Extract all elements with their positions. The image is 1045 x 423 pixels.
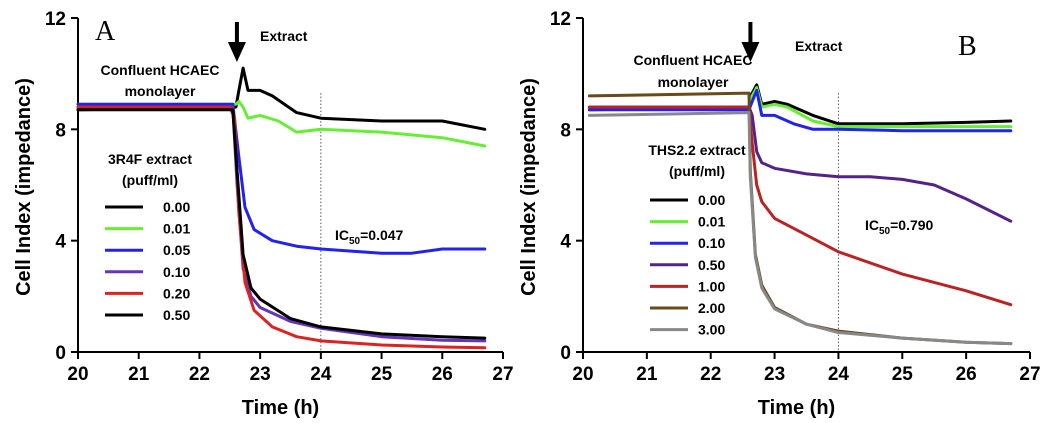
legend-label: 0.10	[698, 235, 725, 251]
y-tick-label: 12	[45, 9, 66, 30]
x-tick-label: 26	[956, 364, 977, 385]
legend-title: 3R4F extract	[108, 151, 192, 167]
series-line-0-10	[76, 105, 487, 343]
series-line-3-00	[587, 111, 1013, 346]
series-line-0-10	[587, 88, 1013, 133]
x-tick-label: 25	[371, 364, 393, 385]
legend-label: 0.20	[163, 285, 190, 301]
monolayer-label: Confluent HCAEC	[634, 52, 753, 68]
monolayer-label: Confluent HCAEC	[101, 62, 220, 78]
y-tick-label: 8	[560, 120, 571, 141]
x-axis-title: Time (h)	[242, 397, 319, 419]
legend-title: THS2.2 extract	[648, 142, 746, 158]
extract-label: Extract	[795, 38, 843, 54]
monolayer-label: monolayer	[658, 74, 729, 90]
y-tick-label: 8	[55, 120, 66, 141]
legend-label: 0.00	[163, 199, 190, 215]
monolayer-label: monolayer	[125, 83, 196, 99]
x-tick-label: 23	[764, 364, 785, 385]
x-tick-label: 24	[828, 364, 850, 385]
x-tick-label: 22	[700, 364, 721, 385]
series-line-0-05	[76, 102, 487, 255]
panel-letter: A	[95, 16, 116, 47]
legend-label: 0.50	[163, 307, 190, 323]
legend-label: 0.00	[698, 192, 725, 208]
x-tick-label: 27	[1019, 364, 1040, 385]
x-tick-label: 21	[636, 364, 658, 385]
legend-label: 3.00	[698, 322, 725, 338]
series-line-0-00	[587, 83, 1013, 126]
panel-letter: B	[958, 31, 977, 62]
ic50-label: IC50=0.790	[865, 217, 934, 237]
x-tick-label: 24	[310, 364, 332, 385]
legend-title: (puff/ml)	[122, 172, 178, 188]
x-tick-label: 23	[250, 364, 271, 385]
chart-panel-b: 20 21 22 23 24 25 26 27 0 4 8 12 Time (h) Cell Index …	[518, 9, 1041, 419]
legend-label: 0.50	[698, 257, 725, 273]
y-axis-title: Cell Index (impedance)	[518, 78, 540, 296]
x-tick-label: 21	[128, 364, 150, 385]
extract-label: Extract	[260, 28, 308, 44]
legend-title: (puff/ml)	[669, 163, 725, 179]
series-line-0-50	[76, 108, 487, 340]
series-line-0-01	[587, 86, 1013, 129]
x-tick-label: 20	[572, 364, 593, 385]
x-tick-label: 26	[432, 364, 453, 385]
x-tick-label: 20	[67, 364, 88, 385]
series-line-0-01	[76, 100, 487, 148]
y-tick-label: 4	[560, 232, 571, 253]
x-tick-label: 22	[189, 364, 210, 385]
x-axis-title: Time (h)	[758, 397, 835, 419]
extract-arrow-head	[741, 42, 760, 62]
x-tick-label: 27	[492, 364, 513, 385]
series-line-0-00	[76, 66, 487, 131]
legend-label: 0.01	[698, 214, 725, 230]
legend-label: 0.10	[163, 264, 190, 280]
series-line-1-00	[587, 105, 1013, 307]
legend-label: 2.00	[698, 300, 725, 316]
y-axis-title: Cell Index (impedance)	[13, 78, 35, 296]
legend-label: 1.00	[698, 278, 725, 294]
y-tick-label: 4	[55, 232, 66, 253]
extract-arrow-head	[227, 42, 246, 62]
chart-panel-a: 20 21 22 23 24 25 26 27 0 4 8 12 Time (h) Cell Index …	[13, 9, 514, 419]
y-tick-label: 0	[560, 343, 571, 364]
legend-label: 0.01	[163, 221, 190, 237]
y-tick-label: 12	[550, 9, 571, 30]
y-tick-label: 0	[55, 343, 66, 364]
x-tick-label: 25	[892, 364, 914, 385]
legend-label: 0.05	[163, 242, 190, 258]
ic50-label: IC50=0.047	[335, 227, 404, 247]
series-line-0-50	[587, 105, 1013, 223]
